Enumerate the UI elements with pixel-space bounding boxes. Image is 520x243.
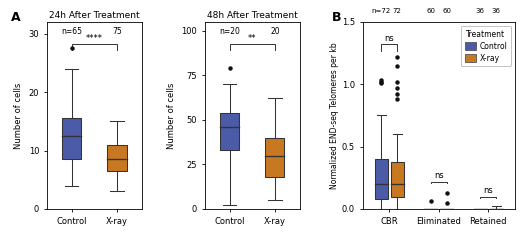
- Title: 48h After Treatment: 48h After Treatment: [207, 11, 297, 20]
- Text: ****: ****: [86, 34, 103, 43]
- Bar: [375, 159, 387, 199]
- Text: 60: 60: [426, 9, 435, 14]
- Text: 20: 20: [270, 27, 280, 36]
- Bar: [220, 113, 239, 150]
- Text: ns: ns: [483, 186, 493, 195]
- Bar: [62, 118, 81, 159]
- Bar: [391, 162, 404, 197]
- Text: 75: 75: [112, 27, 122, 36]
- Text: n=72: n=72: [372, 9, 391, 14]
- Text: n=20: n=20: [219, 27, 240, 36]
- Bar: [108, 145, 126, 171]
- Y-axis label: Number of cells: Number of cells: [14, 82, 23, 149]
- Text: ns: ns: [434, 171, 444, 180]
- Legend: Control, X-ray: Control, X-ray: [461, 26, 511, 66]
- Text: B: B: [332, 11, 342, 24]
- Text: n=65: n=65: [61, 27, 82, 36]
- Text: 36: 36: [492, 9, 501, 14]
- Text: A: A: [10, 11, 20, 24]
- Text: 60: 60: [442, 9, 451, 14]
- Title: 24h After Treatment: 24h After Treatment: [49, 11, 140, 20]
- Y-axis label: Number of cells: Number of cells: [167, 82, 176, 149]
- Bar: [265, 138, 284, 177]
- Y-axis label: Normalized END-seq Telomeres per kb: Normalized END-seq Telomeres per kb: [330, 42, 339, 189]
- Text: 72: 72: [393, 9, 401, 14]
- Text: **: **: [248, 35, 256, 43]
- Text: 36: 36: [476, 9, 485, 14]
- Text: ns: ns: [384, 34, 394, 43]
